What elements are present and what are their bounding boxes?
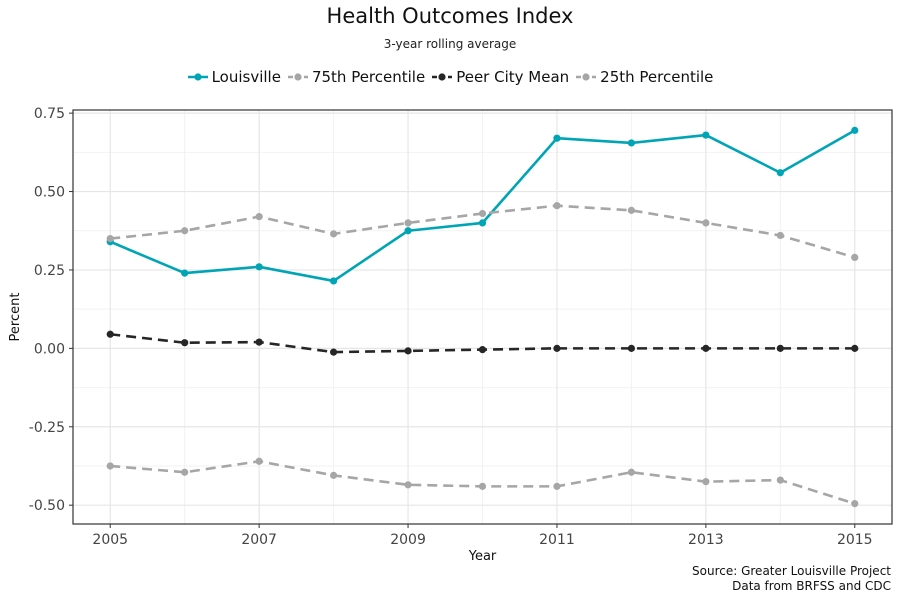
x-tick-label: 2013 (688, 532, 724, 548)
data-point-louisville (255, 263, 263, 271)
data-point-25th-percentile (181, 468, 189, 476)
source-caption: Source: Greater Louisville Project Data … (692, 564, 891, 594)
data-point-25th-percentile (255, 457, 263, 465)
data-point-louisville (329, 277, 338, 285)
data-point-peer-city-mean (776, 344, 784, 352)
legend-label-louisville: Louisville (211, 68, 281, 86)
data-point-louisville (627, 139, 636, 147)
data-point-louisville (181, 269, 189, 277)
data-point-25th-percentile (776, 476, 784, 484)
legend-key-peer-city-mean (432, 73, 453, 81)
data-point-75th-percentile (851, 253, 859, 262)
x-tick-label: 2009 (390, 532, 426, 548)
data-point-25th-percentile (702, 478, 710, 486)
data-point-25th-percentile (627, 468, 636, 476)
data-point-75th-percentile (106, 234, 114, 243)
legend: Louisville 75th Percentile Peer City Mea… (0, 68, 900, 86)
data-point-25th-percentile (106, 462, 114, 470)
data-point-peer-city-mean (255, 338, 263, 346)
y-tick-label: 0.75 (34, 106, 65, 122)
data-point-louisville (702, 131, 710, 139)
data-point-25th-percentile (851, 500, 859, 508)
data-point-peer-city-mean (702, 344, 710, 352)
x-tick-label: 2005 (92, 532, 128, 548)
data-point-peer-city-mean (553, 344, 561, 352)
y-tick-label: 0.50 (34, 185, 65, 201)
legend-label-75th-percentile: 75th Percentile (311, 68, 426, 86)
legend-label-25th-percentile: 25th Percentile (600, 68, 714, 86)
y-tick-label: 0.00 (34, 341, 65, 357)
data-point-louisville (404, 227, 412, 235)
legend-label-peer-city-mean: Peer City Mean (456, 68, 570, 86)
x-tick-label: 2015 (837, 532, 873, 548)
data-point-25th-percentile (553, 482, 561, 490)
legend-item-75th-percentile: 75th Percentile (287, 68, 425, 86)
legend-key-louisville (187, 73, 208, 81)
data-point-25th-percentile (404, 481, 412, 489)
data-point-peer-city-mean (181, 339, 189, 347)
legend-item-25th-percentile: 25th Percentile (575, 68, 713, 86)
legend-key-25th-percentile (576, 73, 597, 81)
data-point-louisville (776, 169, 784, 177)
data-point-75th-percentile (404, 219, 412, 227)
y-tick-label: 0.25 (34, 263, 65, 279)
y-tick-label: -0.25 (29, 420, 65, 436)
data-point-louisville (478, 219, 487, 227)
panel-border (72, 109, 893, 525)
data-point-louisville (553, 134, 561, 142)
y-tick-label: -0.50 (29, 498, 65, 514)
data-point-peer-city-mean (106, 330, 114, 338)
y-axis-title: Percent (8, 293, 23, 342)
data-point-75th-percentile (329, 230, 338, 238)
legend-item-peer-city-mean: Peer City Mean (431, 68, 569, 86)
legend-item-louisville: Louisville (187, 68, 281, 86)
legend-key-75th-percentile (287, 73, 308, 81)
data-point-peer-city-mean (329, 348, 338, 356)
data-point-75th-percentile (776, 231, 784, 240)
data-point-peer-city-mean (478, 346, 487, 354)
data-point-75th-percentile (702, 219, 710, 227)
caption-data: Data from BRFSS and CDC (732, 579, 891, 593)
data-point-75th-percentile (627, 206, 636, 214)
x-tick-label: 2007 (241, 532, 277, 548)
x-tick-label: 2011 (539, 532, 575, 548)
data-point-peer-city-mean (851, 344, 859, 352)
data-point-25th-percentile (329, 471, 338, 479)
data-point-peer-city-mean (627, 344, 636, 352)
caption-source: Source: Greater Louisville Project (692, 564, 891, 578)
data-point-peer-city-mean (404, 347, 412, 355)
data-point-75th-percentile (553, 202, 561, 210)
data-point-75th-percentile (181, 227, 189, 235)
data-point-25th-percentile (478, 482, 487, 490)
chart-subtitle: 3-year rolling average (383, 37, 517, 51)
data-point-75th-percentile (478, 209, 487, 218)
chart-title: Health Outcomes Index (326, 4, 574, 28)
data-point-75th-percentile (255, 213, 263, 221)
data-point-louisville (851, 126, 859, 134)
x-axis-title: Year (468, 549, 497, 564)
